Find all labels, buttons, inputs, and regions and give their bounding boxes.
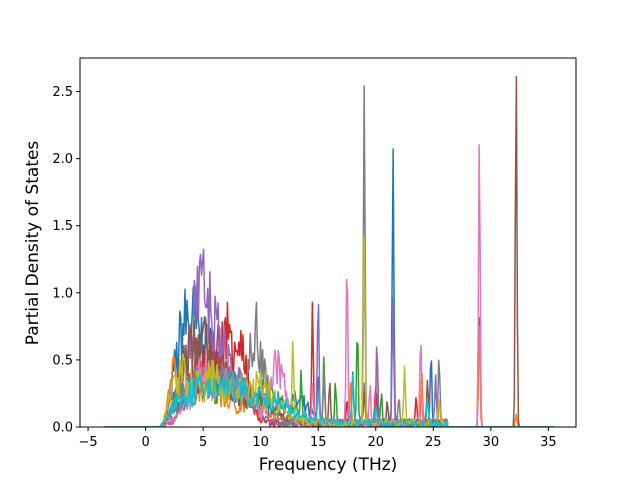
x-tick-label: 20 <box>367 435 384 450</box>
x-tick-label: 25 <box>425 435 442 450</box>
y-tick-label: 0.0 <box>52 421 73 436</box>
y-tick-label: 1.5 <box>52 219 73 234</box>
pdos-series-line-10 <box>104 371 554 427</box>
x-axis-label: Frequency (THz) <box>259 455 398 475</box>
y-tick-label: 0.5 <box>52 353 73 368</box>
x-tick-label: 5 <box>199 435 207 450</box>
axes: −5 0 5 10 15 20 25 30 35 0.0 0.5 1.0 1.5 2.0 2.5 <box>52 57 577 450</box>
y-axis-label: Partial Density of States <box>23 141 43 346</box>
y-tick-label: 2.0 <box>52 152 73 167</box>
x-tick-label: 30 <box>483 435 500 450</box>
x-tick-label: −5 <box>78 435 97 450</box>
x-tick-label: 0 <box>141 435 149 450</box>
y-tick-label: 2.5 <box>52 85 73 100</box>
axes-frame <box>79 57 577 428</box>
x-tick-label: 10 <box>252 435 269 450</box>
x-tick-label: 15 <box>310 435 327 450</box>
x-tick-label: 35 <box>540 435 557 450</box>
y-tick-label: 1.0 <box>52 286 73 301</box>
